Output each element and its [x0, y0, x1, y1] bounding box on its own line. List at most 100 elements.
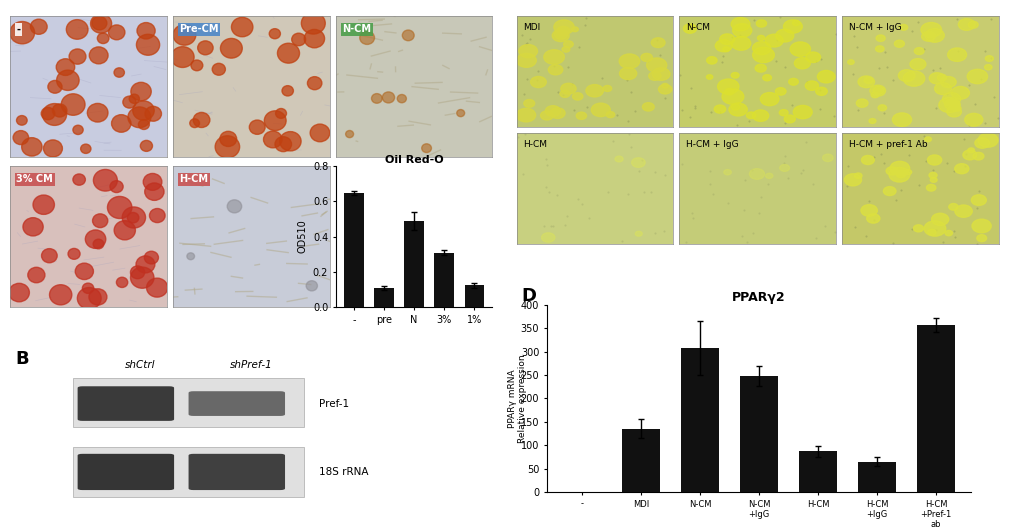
Circle shape — [620, 67, 637, 80]
Circle shape — [927, 229, 936, 235]
Circle shape — [968, 148, 975, 153]
Circle shape — [951, 86, 970, 99]
Circle shape — [572, 93, 583, 100]
Circle shape — [41, 107, 54, 120]
Circle shape — [715, 40, 733, 52]
Circle shape — [732, 104, 740, 110]
Circle shape — [114, 221, 135, 240]
Circle shape — [873, 87, 884, 94]
Circle shape — [127, 213, 139, 223]
Circle shape — [173, 24, 196, 45]
Circle shape — [889, 167, 910, 182]
Circle shape — [986, 56, 994, 61]
Circle shape — [279, 132, 301, 151]
Circle shape — [572, 27, 578, 32]
Circle shape — [123, 96, 136, 108]
Circle shape — [938, 97, 960, 113]
Text: 3% CM: 3% CM — [16, 175, 53, 184]
Circle shape — [817, 70, 835, 83]
Text: shPref-1: shPref-1 — [230, 360, 272, 370]
Circle shape — [651, 38, 665, 48]
Circle shape — [550, 108, 565, 118]
Circle shape — [275, 136, 292, 152]
Text: H-CM + pref-1 Ab: H-CM + pref-1 Ab — [849, 140, 927, 149]
Circle shape — [965, 113, 983, 126]
Circle shape — [942, 93, 961, 105]
Bar — [740, 376, 778, 492]
Circle shape — [89, 47, 108, 64]
Circle shape — [683, 24, 696, 33]
Circle shape — [857, 99, 868, 107]
Circle shape — [382, 92, 395, 103]
Circle shape — [360, 31, 374, 44]
Circle shape — [277, 43, 300, 63]
Circle shape — [403, 30, 414, 41]
Circle shape — [925, 137, 931, 142]
Circle shape — [855, 173, 862, 178]
Bar — [917, 325, 956, 492]
Circle shape — [545, 106, 561, 116]
Circle shape — [732, 37, 751, 50]
Circle shape — [886, 167, 898, 175]
FancyBboxPatch shape — [73, 447, 305, 497]
Bar — [858, 462, 896, 492]
Circle shape — [554, 20, 574, 34]
Circle shape — [792, 21, 800, 25]
Circle shape — [937, 74, 946, 81]
Bar — [344, 193, 363, 307]
Circle shape — [576, 112, 586, 120]
Circle shape — [722, 47, 730, 52]
Circle shape — [894, 40, 904, 47]
Circle shape — [944, 99, 961, 110]
Circle shape — [930, 177, 937, 183]
Circle shape — [30, 19, 47, 34]
Circle shape — [130, 267, 154, 288]
Circle shape — [93, 214, 108, 227]
Circle shape — [149, 208, 165, 223]
FancyBboxPatch shape — [189, 391, 285, 416]
Circle shape — [128, 107, 151, 127]
Circle shape — [632, 158, 645, 167]
Text: Pref-1: Pref-1 — [319, 398, 349, 408]
Circle shape — [805, 81, 818, 90]
Circle shape — [308, 77, 322, 90]
Circle shape — [306, 281, 318, 291]
Circle shape — [116, 277, 128, 287]
Circle shape — [112, 115, 131, 132]
Circle shape — [959, 19, 975, 30]
Circle shape — [753, 110, 769, 121]
Circle shape — [68, 249, 80, 259]
Text: Pre-CM: Pre-CM — [180, 24, 219, 34]
Circle shape — [548, 65, 563, 75]
Circle shape — [896, 171, 906, 178]
Circle shape — [649, 71, 661, 80]
Circle shape — [191, 60, 203, 71]
Circle shape — [822, 154, 833, 161]
Circle shape — [138, 120, 149, 130]
Circle shape — [304, 30, 325, 48]
Circle shape — [133, 101, 154, 120]
Circle shape — [10, 22, 34, 44]
Circle shape — [41, 249, 58, 263]
Circle shape — [934, 83, 951, 95]
Circle shape — [790, 42, 810, 57]
FancyBboxPatch shape — [189, 454, 285, 490]
Text: H-CM: H-CM — [180, 175, 208, 184]
Circle shape — [422, 144, 432, 152]
Circle shape — [220, 39, 242, 58]
Circle shape — [524, 99, 535, 107]
Circle shape — [779, 110, 788, 116]
Circle shape — [954, 106, 962, 111]
Circle shape — [81, 144, 91, 153]
Circle shape — [723, 169, 732, 175]
Circle shape — [110, 180, 123, 193]
Circle shape — [76, 263, 94, 279]
Circle shape — [591, 103, 610, 116]
Circle shape — [282, 86, 294, 96]
Circle shape — [269, 29, 281, 39]
Circle shape — [52, 104, 67, 117]
Circle shape — [144, 251, 158, 264]
Text: N-CM: N-CM — [342, 24, 371, 34]
Circle shape — [263, 131, 283, 148]
Circle shape — [733, 24, 752, 37]
